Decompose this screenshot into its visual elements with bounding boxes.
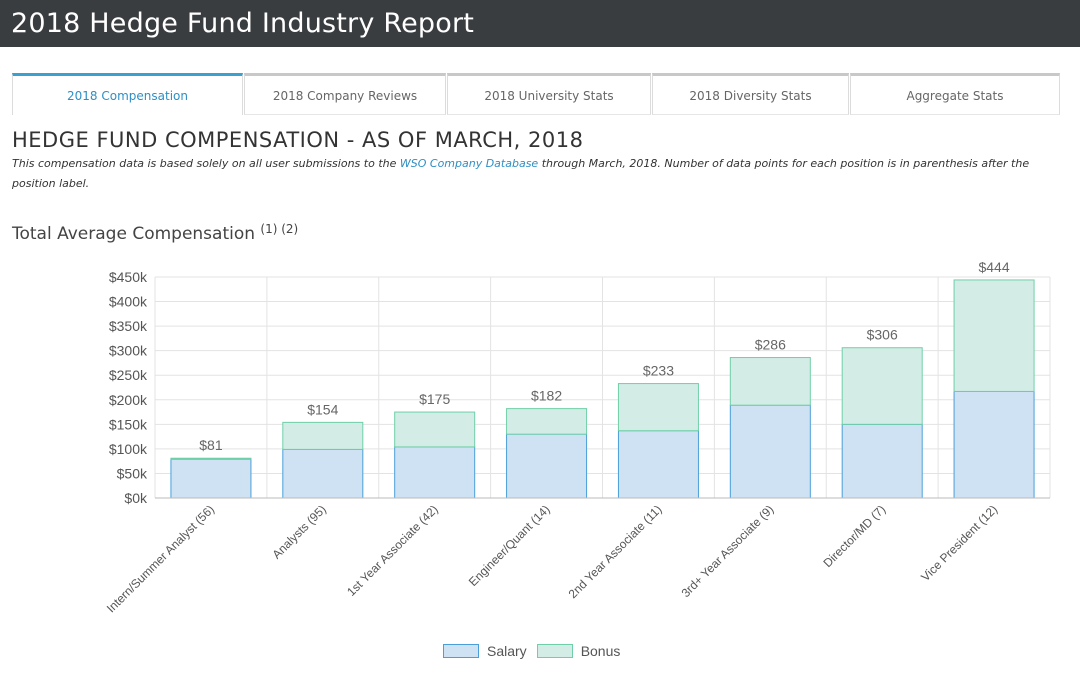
x-tick-label: 3rd+ Year Associate (9) — [679, 502, 777, 600]
bar-bonus[interactable] — [617, 383, 699, 432]
bar-salary[interactable] — [729, 404, 811, 499]
x-tick-label: Intern/Summer Analyst (56) — [104, 502, 217, 615]
tab-compensation[interactable]: 2018 Compensation — [12, 73, 243, 115]
x-tick-label: 2nd Year Associate (11) — [566, 502, 665, 601]
x-tick-label: Engineer/Quant (14) — [466, 502, 553, 589]
y-tick-label: $300k — [109, 343, 148, 359]
legend-salary-swatch — [443, 644, 479, 658]
footnote-refs: (1) (2) — [260, 222, 299, 236]
x-tick-label: 1st Year Associate (42) — [344, 502, 441, 599]
chart-title-text: Total Average Compensation — [12, 224, 256, 244]
y-tick-label: $50k — [117, 465, 148, 481]
bar-bonus[interactable] — [170, 457, 252, 460]
desc-text-before: This compensation data is based solely o… — [12, 157, 400, 170]
bar-salary[interactable] — [953, 390, 1035, 499]
y-tick-label: $450k — [109, 269, 148, 285]
bar-total-label: $444 — [978, 259, 1009, 275]
bar-total-label: $154 — [307, 401, 338, 417]
report-title: 2018 Hedge Fund Industry Report — [0, 0, 1080, 47]
y-tick-label: $250k — [109, 367, 148, 383]
bar-salary[interactable] — [282, 448, 364, 499]
bar-bonus[interactable] — [506, 408, 588, 435]
bar-total-label: $175 — [419, 391, 450, 407]
y-tick-label: $150k — [109, 416, 148, 432]
tab-university-stats[interactable]: 2018 University Stats — [447, 73, 651, 115]
company-database-link[interactable]: WSO Company Database — [399, 157, 539, 170]
bar-salary[interactable] — [394, 446, 476, 499]
bar-salary[interactable] — [170, 458, 252, 499]
x-tick-label: Analysts (95) — [270, 502, 329, 561]
y-tick-label: $350k — [109, 318, 148, 334]
chart-title: Total Average Compensation (1) (2) — [12, 222, 298, 244]
legend-salary-label: Salary — [487, 643, 527, 659]
bar-bonus[interactable] — [841, 347, 923, 425]
bar-bonus[interactable] — [282, 421, 364, 450]
x-axis: Intern/Summer Analyst (56) Analysts (95) 1… — [104, 497, 1050, 615]
bar-total-label: $182 — [531, 388, 562, 404]
bar-total-label: $286 — [755, 337, 786, 353]
tab-company-reviews[interactable]: 2018 Company Reviews — [244, 73, 446, 115]
tab-diversity-stats[interactable]: 2018 Diversity Stats — [652, 73, 849, 115]
legend-salary[interactable]: Salary — [443, 643, 527, 659]
bar-bonus[interactable] — [953, 279, 1035, 392]
bar-salary[interactable] — [841, 423, 923, 499]
bar-total-label: $306 — [867, 327, 898, 343]
desc-text-after: through March, 2018. Number of data poin… — [12, 157, 1030, 190]
y-tick-label: $400k — [109, 294, 148, 310]
report-tabs: 2018 Compensation 2018 Company Reviews 2… — [12, 73, 1060, 115]
x-tick-label: Vice President (12) — [918, 502, 1000, 584]
tab-aggregate-stats[interactable]: Aggregate Stats — [850, 73, 1060, 115]
bar-salary[interactable] — [506, 433, 588, 499]
y-tick-label: $100k — [109, 441, 148, 457]
bar-total-label: $233 — [643, 363, 674, 379]
legend-bonus-label: Bonus — [580, 643, 621, 659]
y-tick-label: $0k — [124, 490, 148, 506]
compensation-chart: $0k $50k $100k $150k $200k $250k $300k $350k $40… — [104, 259, 1051, 615]
x-tick-label: Director/MD (7) — [820, 502, 888, 570]
section-description: This compensation data is based solely o… — [12, 154, 1052, 194]
chart-bars: $81 $154 $175 $182 $233 $286 $306 $444 — [170, 259, 1035, 499]
legend-bonus-swatch — [536, 644, 573, 658]
y-axis: $0k $50k $100k $150k $200k $250k $300k $350k $40… — [109, 269, 148, 506]
bar-bonus[interactable] — [394, 411, 476, 448]
section-heading: HEDGE FUND COMPENSATION - AS OF MARCH, 2… — [12, 128, 584, 152]
bar-bonus[interactable] — [729, 357, 811, 406]
bar-salary[interactable] — [617, 430, 699, 499]
chart-legend: Salary Bonus — [443, 642, 630, 660]
bar-total-label: $81 — [199, 437, 223, 453]
legend-bonus[interactable]: Bonus — [536, 643, 621, 659]
y-tick-label: $200k — [109, 392, 148, 408]
